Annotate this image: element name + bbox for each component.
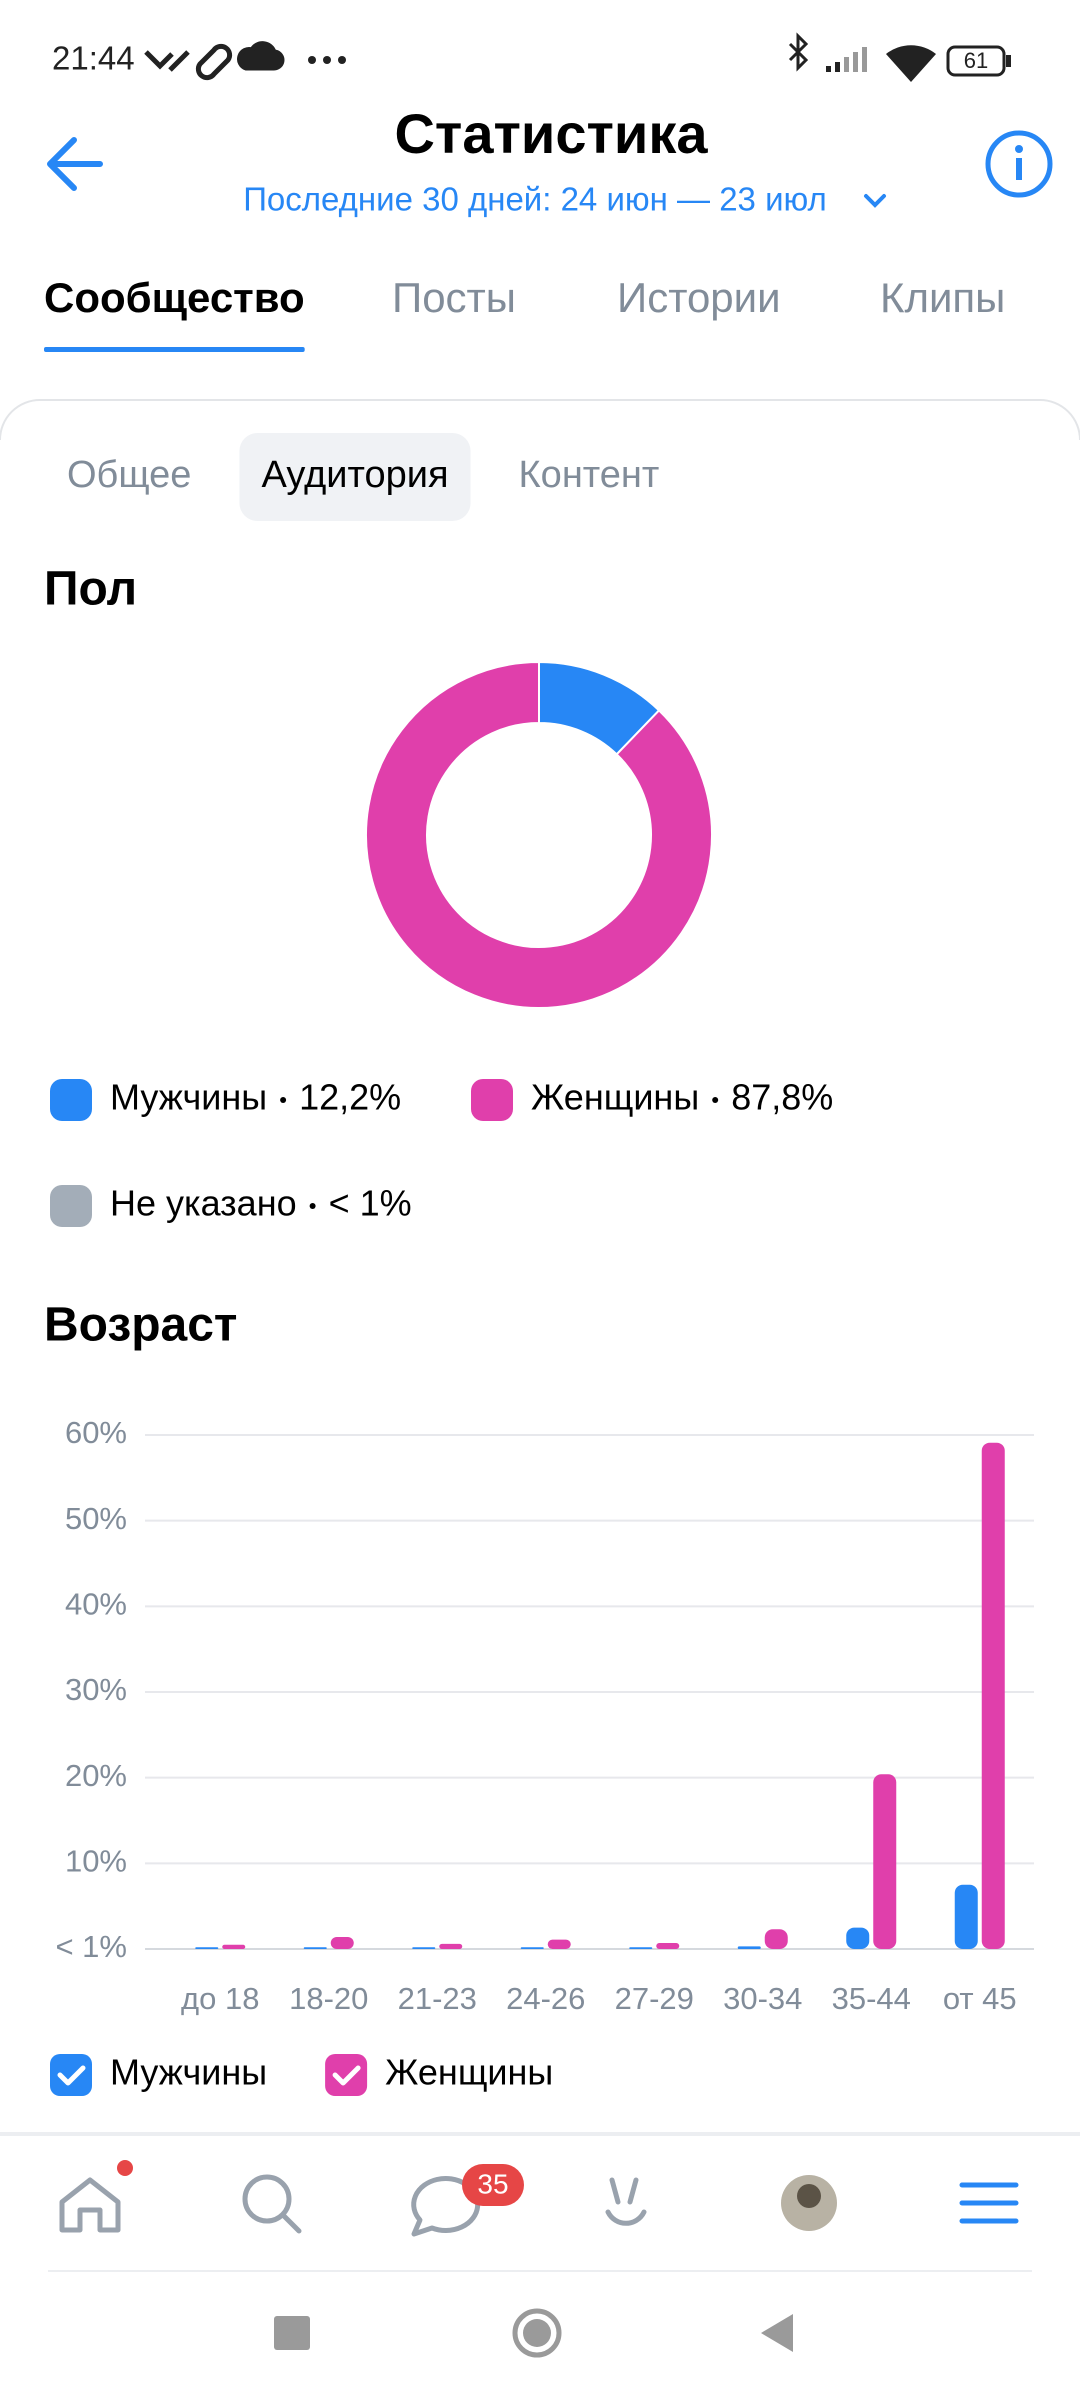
cloud-icon bbox=[237, 41, 285, 71]
wifi-icon bbox=[886, 45, 936, 82]
battery-tip bbox=[1006, 55, 1011, 67]
legend-swatch bbox=[471, 1079, 513, 1121]
x-tick-label: 18-20 bbox=[289, 1981, 368, 2016]
nav-menu[interactable] bbox=[959, 2182, 1019, 2224]
x-tick-label: 24-26 bbox=[506, 1981, 585, 2016]
back-button[interactable] bbox=[47, 137, 103, 191]
subtab-pill bbox=[239, 433, 471, 521]
legend-label[interactable]: Мужчины bbox=[110, 2052, 267, 2093]
tabs: Сообщество Посты Истории Клипы bbox=[44, 274, 1005, 352]
x-tick-label: 30-34 bbox=[723, 1981, 802, 2016]
bar bbox=[737, 1946, 761, 1949]
home-dot bbox=[117, 2160, 133, 2176]
x-tick-label: от 45 bbox=[943, 1981, 1017, 2016]
legend-separator bbox=[712, 1097, 719, 1103]
avatar-figure bbox=[797, 2184, 821, 2208]
bar bbox=[764, 1929, 788, 1949]
system-divider bbox=[48, 2270, 1032, 2272]
nav-home[interactable] bbox=[59, 2177, 121, 2233]
bar bbox=[954, 1884, 978, 1949]
x-tick-label: 27-29 bbox=[615, 1981, 694, 2016]
tab[interactable]: Истории bbox=[617, 274, 781, 321]
bar bbox=[330, 1937, 354, 1949]
system-back[interactable] bbox=[761, 2314, 793, 2352]
system-home-dot bbox=[523, 2319, 551, 2347]
more-dots bbox=[308, 56, 346, 64]
x-tick-label: 35-44 bbox=[832, 1981, 911, 2016]
status-time: 21:44 bbox=[52, 40, 135, 77]
status-icons bbox=[144, 41, 285, 81]
legend-value: 12,2% bbox=[299, 1077, 401, 1118]
heart-icon bbox=[195, 43, 233, 81]
legend-check bbox=[332, 2065, 361, 2086]
messages-badge bbox=[462, 2164, 524, 2206]
nav-search[interactable] bbox=[242, 2174, 292, 2224]
legend-swatch bbox=[50, 1185, 92, 1227]
pie-slice bbox=[365, 660, 713, 1009]
bar bbox=[195, 1947, 219, 1949]
subtab[interactable]: Контент bbox=[519, 454, 660, 496]
legend-value: 87,8% bbox=[731, 1077, 833, 1118]
period-chevron[interactable] bbox=[864, 194, 886, 208]
legend-checkbox[interactable] bbox=[325, 2054, 368, 2096]
battery-icon bbox=[946, 45, 1006, 77]
bar bbox=[222, 1944, 246, 1949]
tab-underline bbox=[44, 347, 305, 352]
y-tick-label: < 1% bbox=[55, 1929, 127, 1964]
subtabs: Общее Аудитория Контент bbox=[67, 433, 660, 521]
page-title: Статистика bbox=[394, 102, 708, 165]
y-tick-label: 60% bbox=[65, 1415, 127, 1450]
subtab[interactable]: Общее bbox=[67, 454, 191, 496]
bar bbox=[520, 1947, 544, 1949]
tab[interactable]: Клипы bbox=[880, 274, 1005, 321]
nav-search-handle bbox=[280, 2212, 302, 2234]
bar bbox=[981, 1442, 1005, 1949]
bar bbox=[656, 1943, 680, 1949]
y-tick-label: 50% bbox=[65, 1501, 127, 1536]
legend-checkbox[interactable] bbox=[50, 2054, 92, 2096]
x-tick-label: до 18 bbox=[181, 1981, 259, 2016]
tab[interactable]: Посты bbox=[392, 274, 516, 321]
messages-badge-count: 35 bbox=[477, 2168, 508, 2199]
legend-swatch bbox=[50, 1079, 92, 1121]
y-tick-label: 20% bbox=[65, 1758, 127, 1793]
legend-separator bbox=[280, 1097, 287, 1103]
y-tick-label: 40% bbox=[65, 1587, 127, 1622]
legend-check bbox=[57, 2065, 86, 2086]
card-edge bbox=[0, 399, 1080, 441]
subtab[interactable]: Аудитория bbox=[261, 454, 448, 496]
info-button[interactable] bbox=[985, 130, 1053, 198]
y-tick-label: 30% bbox=[65, 1672, 127, 1707]
bluetooth-icon bbox=[788, 32, 809, 72]
section-title: Возраст bbox=[44, 1299, 237, 1352]
section-title: Пол bbox=[44, 563, 137, 616]
battery-level: 61 bbox=[964, 48, 988, 73]
system-recents[interactable] bbox=[274, 2316, 310, 2350]
legend-label: Не указано bbox=[110, 1183, 297, 1224]
call-icon bbox=[144, 50, 190, 72]
period-selector[interactable]: Последние 30 дней: 24 июн — 23 июл bbox=[243, 181, 827, 218]
x-tick-label: 21-23 bbox=[398, 1981, 477, 2016]
bar bbox=[412, 1947, 436, 1949]
legend-label: Женщины bbox=[531, 1077, 699, 1118]
bar bbox=[439, 1943, 463, 1949]
legend-value: < 1% bbox=[329, 1183, 412, 1224]
bar bbox=[873, 1774, 897, 1949]
bar bbox=[303, 1947, 327, 1949]
legend-separator bbox=[309, 1203, 316, 1209]
bar bbox=[629, 1947, 653, 1949]
signal-icon bbox=[826, 47, 867, 72]
tab[interactable]: Сообщество bbox=[44, 274, 305, 321]
nav-clips[interactable] bbox=[605, 2177, 647, 2226]
charts: Пол Мужчины 12,2% Женщины 87,8% Не указано < 1… bbox=[44, 563, 1034, 2096]
legend-label[interactable]: Женщины bbox=[385, 2052, 553, 2093]
bar bbox=[846, 1927, 870, 1949]
bar bbox=[547, 1939, 571, 1949]
nav-divider bbox=[0, 2132, 1080, 2136]
system-home[interactable] bbox=[512, 2308, 562, 2358]
legend-label: Мужчины bbox=[110, 1077, 267, 1118]
y-tick-label: 10% bbox=[65, 1844, 127, 1879]
